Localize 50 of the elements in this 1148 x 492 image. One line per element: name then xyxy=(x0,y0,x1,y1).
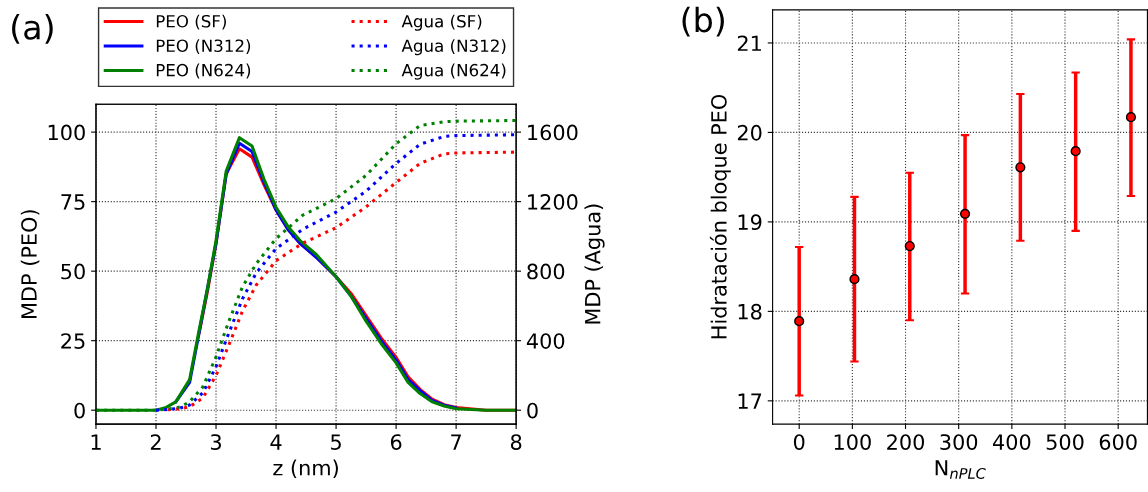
legend-label: Agua (N312) xyxy=(401,39,506,56)
point xyxy=(1015,162,1026,173)
point xyxy=(794,316,805,327)
y-tick-label: 25 xyxy=(61,333,85,349)
y2-tick-label: 400 xyxy=(526,333,565,349)
point xyxy=(849,274,860,285)
x-axis-title: z (nm) xyxy=(273,459,338,479)
x-tick-label: 2 xyxy=(150,434,161,450)
y-axis-title: Hidratación bloque PEO xyxy=(709,94,731,339)
x-tick-label: 100 xyxy=(834,434,871,450)
y-tick-label: 19 xyxy=(738,214,762,231)
y2-tick-label: 0 xyxy=(527,402,538,419)
y-tick-label: 17 xyxy=(738,393,762,409)
legend-label: Agua (N624) xyxy=(401,63,506,80)
y2-tick-label: 800 xyxy=(527,263,565,280)
legend-label: PEO (N624) xyxy=(156,63,251,79)
x-tick-label: 300 xyxy=(940,434,978,450)
y-tick-label: 100 xyxy=(48,124,85,141)
y-tick-label: 21 xyxy=(737,35,761,51)
y-tick-label: 20 xyxy=(737,124,762,141)
x-tick-label: 500 xyxy=(1046,434,1084,450)
y2-tick-label: 1200 xyxy=(528,194,578,210)
y-axis-title: MDP (PEO) xyxy=(20,210,40,318)
x-tick-label: 8 xyxy=(510,434,522,450)
text: (a) xyxy=(12,14,53,44)
x-tick-label: 4 xyxy=(270,434,282,450)
legend-label: PEO (SF) xyxy=(156,14,226,30)
legend-label: PEO (N312) xyxy=(156,39,251,54)
point xyxy=(959,208,971,219)
y2-tick-label: 1600 xyxy=(528,124,578,141)
point xyxy=(1070,146,1081,157)
x-tick-label: 400 xyxy=(992,434,1031,450)
y-tick-label: 0 xyxy=(74,402,85,419)
point xyxy=(904,240,915,252)
x-tick-label: 7 xyxy=(451,434,461,450)
legend-label: Agua (SF) xyxy=(401,14,482,31)
y-tick-label: 18 xyxy=(738,303,762,320)
y-tick-label: 75 xyxy=(61,194,85,210)
y-tick-label: 50 xyxy=(61,263,85,280)
x-tick-label: 5 xyxy=(331,434,341,450)
x-tick-label: 6 xyxy=(390,434,402,450)
x-tick-label: 600 xyxy=(1099,434,1137,450)
x-axis-title: N$_{nPLC}$ xyxy=(935,460,986,479)
x-tick-label: 3 xyxy=(210,434,221,450)
text: (b) xyxy=(682,6,724,37)
x-tick-label: 200 xyxy=(887,434,925,450)
y2-axis-title: MDP (Agua) xyxy=(584,204,605,324)
x-tick-label: 0 xyxy=(793,434,805,450)
x-tick-label: 1 xyxy=(91,434,101,450)
point xyxy=(1125,112,1137,123)
